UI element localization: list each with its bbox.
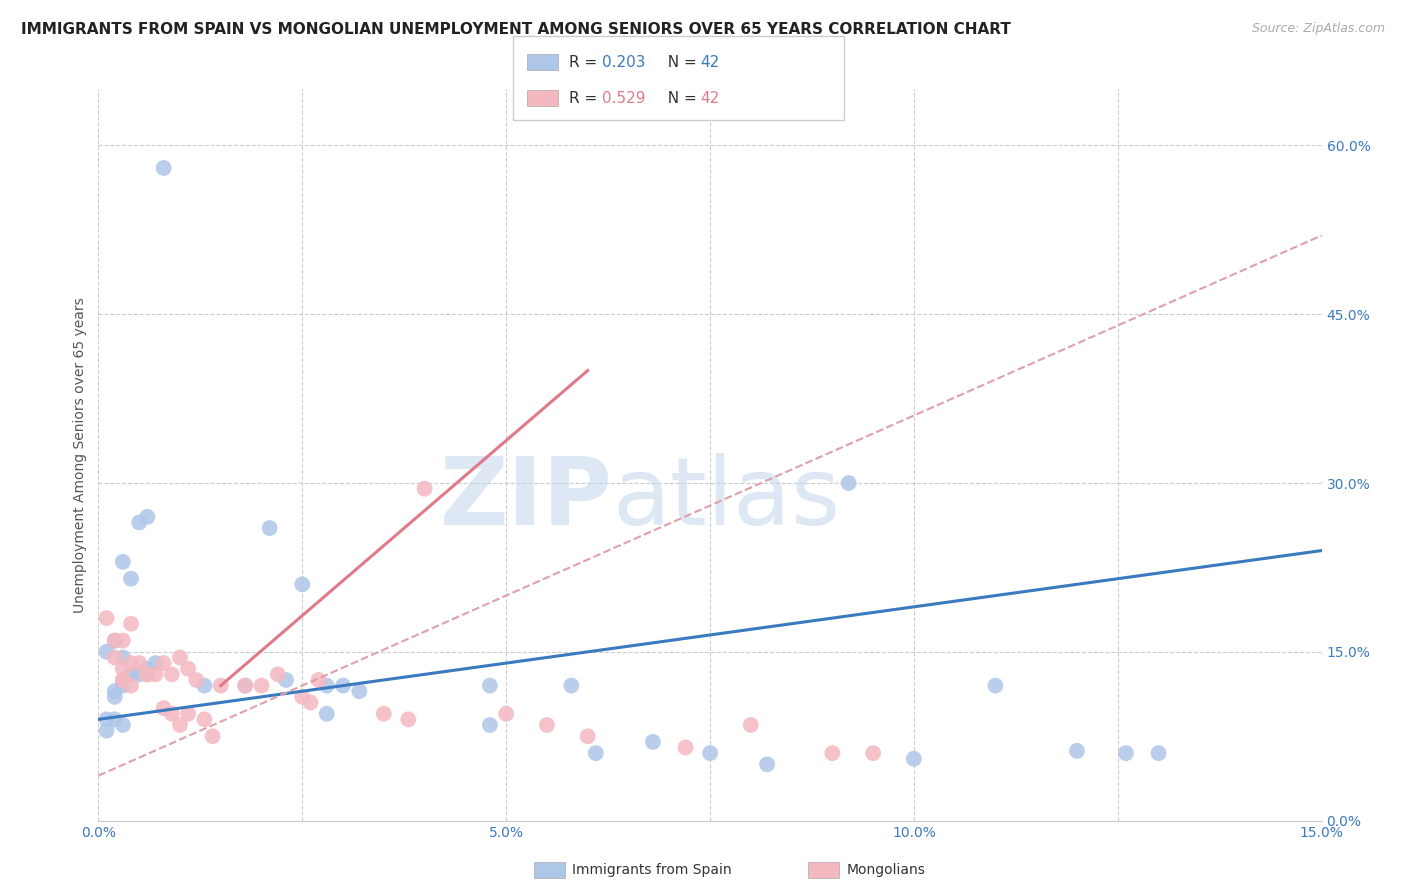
Point: [145, 667, 167, 681]
Point: [160, 706, 183, 721]
Point: [104, 633, 127, 648]
Point: [96, 712, 118, 726]
Y-axis label: Unemployment Among Seniors over 65 years: Unemployment Among Seniors over 65 years: [73, 297, 87, 613]
Point: [291, 577, 314, 591]
Point: [120, 656, 142, 670]
Text: Mongolians: Mongolians: [846, 863, 925, 877]
Point: [136, 667, 159, 681]
Point: [104, 633, 127, 648]
Point: [177, 662, 200, 676]
Point: [128, 516, 150, 530]
Point: [104, 650, 127, 665]
Point: [903, 752, 925, 766]
Point: [104, 684, 127, 698]
Point: [128, 656, 150, 670]
Text: Source: ZipAtlas.com: Source: ZipAtlas.com: [1251, 22, 1385, 36]
Point: [267, 667, 290, 681]
Point: [699, 746, 721, 760]
Text: N =: N =: [658, 91, 702, 105]
Point: [111, 673, 134, 687]
Point: [111, 718, 134, 732]
Point: [111, 662, 134, 676]
Point: [291, 690, 314, 704]
Point: [413, 482, 436, 496]
Point: [152, 656, 174, 670]
Point: [495, 706, 517, 721]
Point: [259, 521, 281, 535]
Point: [274, 673, 297, 687]
Point: [120, 667, 142, 681]
Point: [315, 679, 337, 693]
Point: [136, 662, 159, 676]
Point: [96, 645, 118, 659]
Text: 42: 42: [700, 91, 720, 105]
Text: atlas: atlas: [612, 453, 841, 545]
Point: [478, 718, 501, 732]
Point: [209, 679, 232, 693]
Point: [1115, 746, 1137, 760]
Text: 42: 42: [700, 55, 720, 70]
Point: [104, 712, 127, 726]
Point: [96, 611, 118, 625]
Point: [111, 679, 134, 693]
Point: [536, 718, 558, 732]
Point: [740, 718, 762, 732]
Point: [396, 712, 419, 726]
Point: [373, 706, 395, 721]
Point: [308, 673, 330, 687]
Point: [560, 679, 582, 693]
Point: [349, 684, 371, 698]
Point: [186, 673, 208, 687]
Text: ZIP: ZIP: [439, 453, 612, 545]
Point: [862, 746, 884, 760]
Text: 0.529: 0.529: [602, 91, 645, 105]
Point: [250, 679, 273, 693]
Text: R =: R =: [569, 55, 603, 70]
Point: [169, 718, 191, 732]
Text: IMMIGRANTS FROM SPAIN VS MONGOLIAN UNEMPLOYMENT AMONG SENIORS OVER 65 YEARS CORR: IMMIGRANTS FROM SPAIN VS MONGOLIAN UNEMP…: [21, 22, 1011, 37]
Point: [128, 667, 150, 681]
Point: [838, 476, 860, 491]
Point: [315, 706, 337, 721]
Point: [136, 509, 159, 524]
Point: [120, 679, 142, 693]
Point: [675, 740, 697, 755]
Text: 0.203: 0.203: [602, 55, 645, 70]
Point: [111, 555, 134, 569]
Point: [1066, 744, 1088, 758]
Point: [585, 746, 607, 760]
Point: [201, 729, 224, 743]
Point: [152, 701, 174, 715]
Text: R =: R =: [569, 91, 603, 105]
Point: [233, 679, 256, 693]
Point: [641, 735, 664, 749]
Point: [756, 757, 779, 772]
Point: [193, 712, 215, 726]
Point: [576, 729, 599, 743]
Point: [299, 696, 322, 710]
Point: [120, 616, 142, 631]
Point: [233, 679, 256, 693]
Point: [111, 673, 134, 687]
Point: [136, 667, 159, 681]
Point: [821, 746, 844, 760]
Point: [177, 706, 200, 721]
Point: [193, 679, 215, 693]
Point: [152, 161, 174, 175]
Point: [984, 679, 1007, 693]
Point: [478, 679, 501, 693]
Point: [111, 633, 134, 648]
Point: [111, 650, 134, 665]
Point: [332, 679, 354, 693]
Point: [160, 667, 183, 681]
Point: [96, 723, 118, 738]
Point: [120, 667, 142, 681]
Point: [1147, 746, 1170, 760]
Point: [169, 650, 191, 665]
Point: [104, 690, 127, 704]
Point: [145, 656, 167, 670]
Point: [120, 572, 142, 586]
Text: Immigrants from Spain: Immigrants from Spain: [572, 863, 733, 877]
Text: N =: N =: [658, 55, 702, 70]
